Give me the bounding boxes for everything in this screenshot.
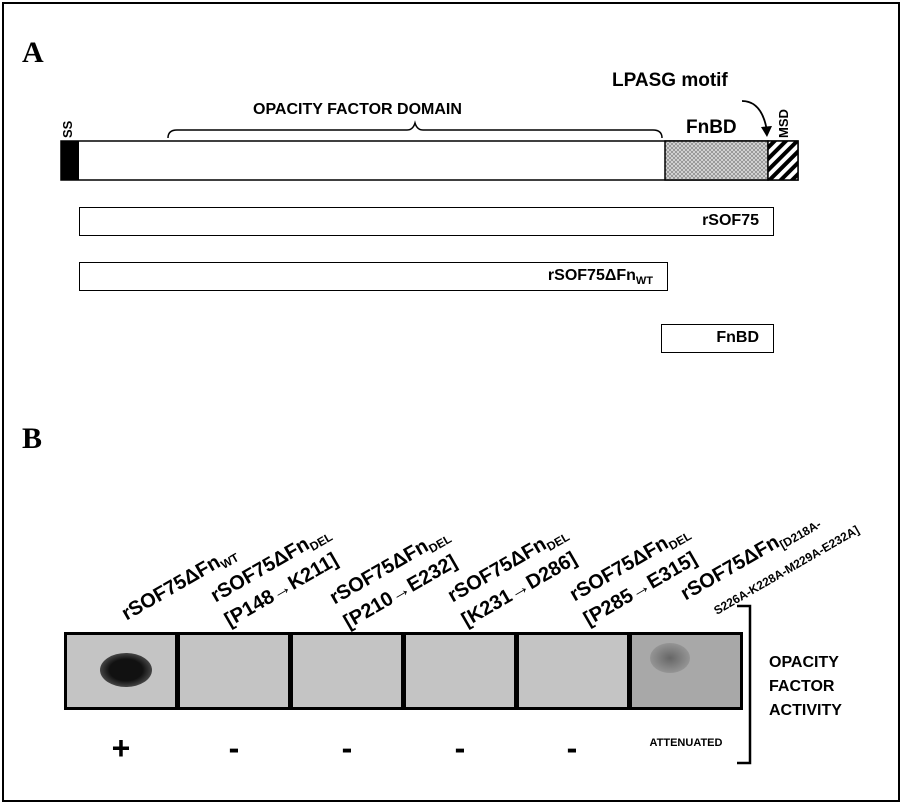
construct-rsof75-dfn-wt: rSOF75ΔFnWT (79, 262, 668, 291)
construct-rsof75: rSOF75 (79, 207, 774, 236)
opacity-band (100, 653, 152, 687)
sof-protein-map (60, 140, 799, 181)
domain-label: OPACITY FACTOR DOMAIN (253, 101, 462, 118)
construct-label: FnBD (716, 329, 759, 346)
fnbd-domain-label: FnBD (686, 117, 737, 138)
panel-b-letter: B (22, 422, 43, 455)
ss-label: SS (60, 120, 75, 138)
lpasg-arrow (741, 100, 772, 137)
gel-lane-4 (403, 632, 517, 710)
lpasg-motif-label: LPASG motif (612, 70, 728, 91)
domain-brace (167, 120, 663, 139)
construct-label: rSOF75ΔFnWT (547, 267, 653, 288)
result-lane-4: - (454, 730, 466, 766)
gel-lane-1 (64, 632, 178, 710)
result-lane-5: - (566, 730, 578, 766)
gel-lane-2 (177, 632, 291, 710)
construct-label: rSOF75 (702, 212, 759, 229)
panel-a-letter: A (22, 36, 44, 69)
result-lane-6: ATTENUATED (649, 737, 723, 749)
activity-label-1: OPACITY (769, 654, 839, 671)
result-lane-1: + (111, 730, 131, 766)
gel-lane-5 (516, 632, 630, 710)
gel-lane-6 (629, 632, 743, 710)
result-lane-3: - (341, 730, 353, 766)
construct-fnbd: FnBD (661, 324, 774, 353)
signal-sequence-segment (61, 141, 79, 180)
activity-label-3: ACTIVITY (769, 702, 842, 719)
msd-segment (767, 140, 799, 181)
activity-label-2: FACTOR (769, 678, 835, 695)
gel-lane-3 (290, 632, 404, 710)
faint-band (650, 643, 690, 673)
result-lane-2: - (228, 730, 240, 766)
activity-bracket (737, 604, 752, 765)
fnbd-segment (664, 140, 769, 181)
